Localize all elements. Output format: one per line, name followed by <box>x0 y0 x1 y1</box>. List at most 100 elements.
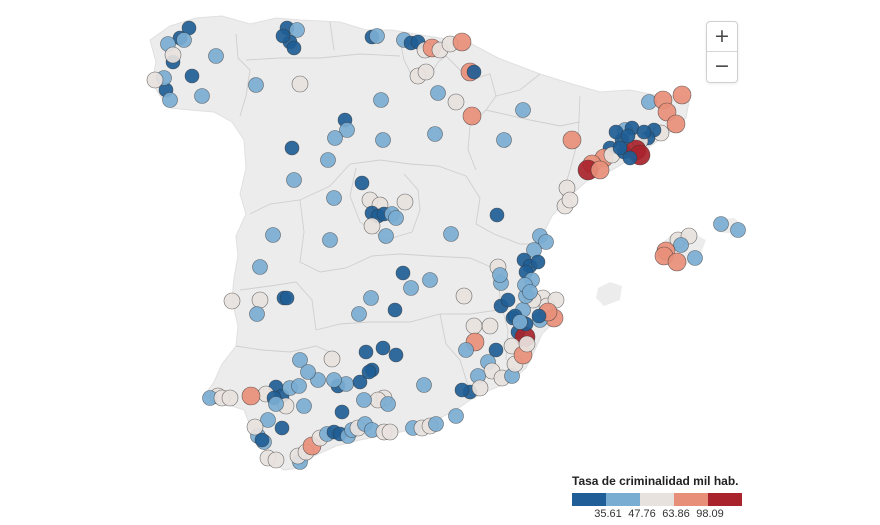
city-marker[interactable] <box>279 290 295 306</box>
city-marker[interactable] <box>672 85 692 105</box>
city-marker[interactable] <box>388 210 404 226</box>
city-marker[interactable] <box>481 317 499 335</box>
city-marker[interactable] <box>636 124 652 140</box>
city-marker[interactable] <box>455 287 473 305</box>
city-marker[interactable] <box>427 126 443 142</box>
city-marker[interactable] <box>375 132 391 148</box>
city-marker[interactable] <box>251 291 269 309</box>
city-marker[interactable] <box>146 71 164 89</box>
city-marker[interactable] <box>252 259 268 275</box>
zoom-in-button[interactable]: + <box>714 25 730 47</box>
city-marker[interactable] <box>194 88 210 104</box>
city-marker[interactable] <box>286 172 302 188</box>
city-marker[interactable] <box>320 152 336 168</box>
city-marker[interactable] <box>380 396 396 412</box>
city-marker[interactable] <box>284 140 300 156</box>
city-marker[interactable] <box>373 92 389 108</box>
city-marker[interactable] <box>522 284 538 300</box>
city-marker[interactable] <box>164 46 182 64</box>
city-marker[interactable] <box>249 306 265 322</box>
city-marker[interactable] <box>515 102 531 118</box>
city-marker[interactable] <box>416 377 432 393</box>
city-marker[interactable] <box>289 22 305 38</box>
city-marker[interactable] <box>428 416 444 432</box>
city-marker[interactable] <box>518 335 536 353</box>
city-marker[interactable] <box>352 374 368 390</box>
city-marker[interactable] <box>254 432 270 448</box>
city-marker[interactable] <box>443 226 459 242</box>
city-marker[interactable] <box>387 302 403 318</box>
zoom-out-button[interactable]: − <box>707 51 737 81</box>
city-marker[interactable] <box>176 32 192 48</box>
city-marker[interactable] <box>326 190 342 206</box>
city-marker[interactable] <box>375 340 391 356</box>
city-marker[interactable] <box>369 28 385 44</box>
city-marker[interactable] <box>292 352 308 368</box>
city-marker[interactable] <box>612 140 628 156</box>
city-marker[interactable] <box>590 160 610 180</box>
city-marker[interactable] <box>492 267 508 283</box>
city-marker[interactable] <box>422 272 438 288</box>
city-marker[interactable] <box>730 222 746 238</box>
city-marker[interactable] <box>323 350 341 368</box>
city-marker[interactable] <box>241 386 261 406</box>
city-marker[interactable] <box>462 106 482 126</box>
city-marker[interactable] <box>488 342 504 358</box>
city-marker[interactable] <box>363 290 379 306</box>
city-marker[interactable] <box>448 408 464 424</box>
city-marker[interactable] <box>339 122 355 138</box>
city-marker[interactable] <box>286 40 302 56</box>
city-marker[interactable] <box>471 379 489 397</box>
city-marker[interactable] <box>454 382 470 398</box>
city-marker[interactable] <box>465 317 483 335</box>
city-marker[interactable] <box>275 28 291 44</box>
city-marker[interactable] <box>361 364 377 380</box>
city-marker[interactable] <box>267 451 285 469</box>
city-marker[interactable] <box>395 265 411 281</box>
city-marker[interactable] <box>531 308 547 324</box>
city-marker[interactable] <box>666 114 686 134</box>
city-marker[interactable] <box>223 292 241 310</box>
city-marker[interactable] <box>452 32 472 52</box>
city-marker[interactable] <box>291 75 309 93</box>
city-marker[interactable] <box>356 392 372 408</box>
city-marker[interactable] <box>561 191 579 209</box>
city-marker[interactable] <box>489 207 505 223</box>
city-marker[interactable] <box>265 227 281 243</box>
city-marker[interactable] <box>512 314 528 330</box>
city-marker[interactable] <box>673 237 689 253</box>
city-marker[interactable] <box>620 128 636 144</box>
city-marker[interactable] <box>248 77 264 93</box>
city-marker[interactable] <box>351 306 367 322</box>
city-marker[interactable] <box>354 175 370 191</box>
city-marker[interactable] <box>500 292 516 308</box>
city-marker[interactable] <box>334 404 350 420</box>
city-marker[interactable] <box>260 412 276 428</box>
city-marker[interactable] <box>322 232 338 248</box>
city-marker[interactable] <box>300 364 316 380</box>
city-marker[interactable] <box>466 64 482 80</box>
city-marker[interactable] <box>496 132 512 148</box>
city-marker[interactable] <box>713 216 729 232</box>
city-marker[interactable] <box>184 68 200 84</box>
city-marker[interactable] <box>687 250 703 266</box>
city-marker[interactable] <box>388 347 404 363</box>
city-marker[interactable] <box>430 85 446 101</box>
city-marker[interactable] <box>358 344 374 360</box>
city-marker[interactable] <box>381 423 399 441</box>
city-marker[interactable] <box>458 342 474 358</box>
city-marker[interactable] <box>208 48 224 64</box>
city-marker[interactable] <box>562 130 582 150</box>
city-marker[interactable] <box>417 63 435 81</box>
city-marker[interactable] <box>667 252 687 272</box>
city-marker[interactable] <box>378 228 394 244</box>
city-marker[interactable] <box>291 378 307 394</box>
city-marker[interactable] <box>363 217 381 235</box>
city-marker[interactable] <box>530 254 546 270</box>
city-marker[interactable] <box>538 234 554 250</box>
city-marker[interactable] <box>246 418 264 436</box>
city-marker[interactable] <box>274 420 290 436</box>
city-marker[interactable] <box>403 280 419 296</box>
city-marker[interactable] <box>296 398 312 414</box>
